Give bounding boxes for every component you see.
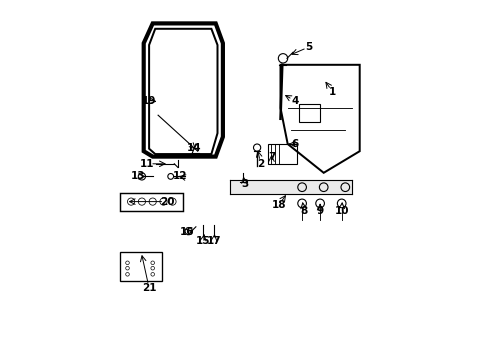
Text: 15: 15	[196, 236, 210, 246]
Text: 7: 7	[267, 152, 275, 162]
Bar	[298, 104, 320, 122]
Text: 6: 6	[291, 139, 298, 149]
Bar	[267, 144, 296, 164]
Text: 12: 12	[172, 171, 186, 181]
Text: 8: 8	[300, 206, 307, 216]
Text: 10: 10	[334, 206, 348, 216]
Bar	[120, 252, 162, 281]
Text: 1: 1	[328, 87, 336, 97]
Text: 20: 20	[160, 197, 174, 207]
Text: 2: 2	[257, 159, 264, 169]
Text: 5: 5	[305, 42, 312, 52]
Text: 16: 16	[179, 227, 194, 237]
Text: 11: 11	[140, 159, 154, 169]
Text: 13: 13	[131, 171, 145, 181]
Text: 19: 19	[142, 96, 156, 106]
Text: 17: 17	[206, 236, 221, 246]
Text: 14: 14	[186, 143, 201, 153]
Text: 3: 3	[241, 179, 247, 189]
Text: 4: 4	[291, 96, 298, 106]
Text: 9: 9	[316, 206, 323, 216]
Text: 18: 18	[271, 200, 285, 210]
Text: 21: 21	[142, 283, 156, 293]
